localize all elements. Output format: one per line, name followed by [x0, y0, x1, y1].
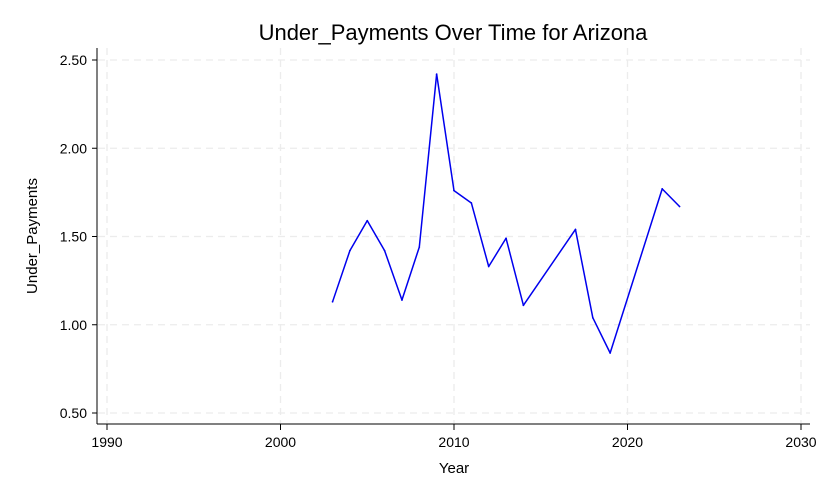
x-gridlines: [106, 48, 802, 423]
chart-title: Under_Payments Over Time for Arizona: [259, 20, 649, 45]
data-point: [349, 249, 351, 252]
data-point: [661, 188, 663, 190]
y-tick-label: 1.50: [60, 229, 87, 245]
y-tick-label: 2.00: [60, 140, 87, 156]
y-tick-label: 1.00: [60, 317, 87, 333]
series-line-segment: [453, 189, 473, 204]
series-layer: [331, 73, 681, 354]
x-tick-label: 2000: [265, 434, 296, 450]
data-point: [522, 304, 525, 307]
series-line-segment: [609, 188, 663, 354]
data-point: [453, 189, 455, 192]
series-line-segment: [661, 188, 681, 208]
data-point: [609, 352, 611, 354]
series-line-segment: [470, 202, 490, 268]
y-tick-label: 0.50: [60, 405, 87, 421]
series-line-segment: [487, 237, 507, 268]
x-axis-ticks: 1990 2000 2010 2020 2030: [91, 424, 817, 450]
x-axis-label: Year: [439, 460, 469, 477]
series-line-segment: [349, 219, 368, 252]
series-line-segment: [574, 228, 594, 319]
data-point: [678, 205, 681, 208]
y-axis-label: Under_Payments: [24, 178, 41, 294]
series-line-segment: [592, 316, 611, 354]
x-tick-label: 2030: [785, 434, 816, 450]
series-line-segment: [383, 249, 403, 301]
data-point: [366, 219, 369, 222]
y-axis-ticks: 0.50 1.00 1.50 2.00 2.50: [60, 52, 97, 421]
x-tick-label: 1990: [91, 434, 122, 450]
series-line-segment: [418, 73, 438, 248]
series-line-segment: [522, 228, 577, 307]
data-point: [592, 316, 594, 319]
data-point: [401, 299, 403, 301]
data-point: [331, 301, 334, 303]
data-point: [505, 237, 507, 240]
data-point: [383, 249, 386, 252]
data-point: [574, 228, 577, 231]
data-point: [470, 202, 473, 204]
data-point: [435, 73, 438, 75]
x-tick-label: 2010: [438, 434, 469, 450]
y-tick-label: 2.50: [60, 52, 87, 68]
series-line-segment: [401, 246, 421, 301]
y-gridlines: [98, 59, 810, 414]
series-line-segment: [331, 249, 351, 303]
data-point: [487, 265, 490, 268]
series-line-segment: [505, 237, 525, 307]
data-point: [418, 246, 421, 248]
series-line-segment: [366, 219, 386, 252]
x-tick-label: 2020: [612, 434, 643, 450]
series-line-segment: [435, 73, 455, 192]
